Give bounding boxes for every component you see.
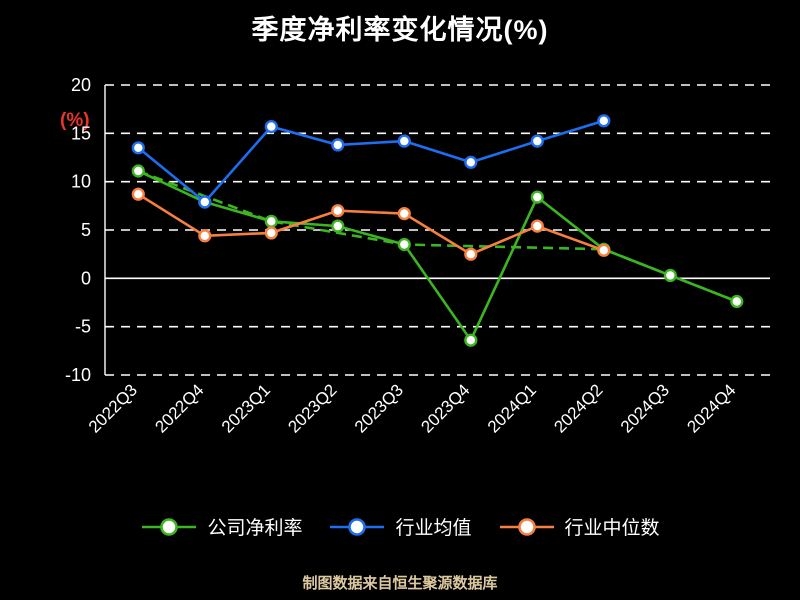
- y-tick-label: 5: [81, 220, 91, 240]
- data-point: [264, 214, 278, 228]
- data-point: [663, 268, 677, 283]
- x-tick-label: 2023Q1: [218, 380, 274, 436]
- x-tick-label: 2024Q2: [550, 380, 606, 436]
- data-point: [331, 204, 345, 218]
- data-point: [530, 219, 544, 233]
- data-point: [597, 114, 611, 128]
- legend-marker-industry-median: [498, 516, 556, 538]
- data-point: [464, 155, 478, 169]
- y-tick-label: -10: [65, 365, 91, 385]
- legend-label-industry-median: 行业中位数: [564, 518, 660, 539]
- legend-marker-industry-average: [328, 516, 386, 538]
- data-point: [597, 243, 611, 257]
- legend-item-industry-median[interactable]: 行业中位数: [498, 513, 660, 540]
- data-point: [530, 190, 544, 204]
- chart-legend: 公司净利率 行业均值 行业中位数: [0, 513, 800, 540]
- x-tick-label: 2024Q3: [617, 380, 673, 436]
- series-layer: [131, 114, 744, 347]
- x-tick-label: 2023Q4: [417, 380, 473, 436]
- data-point: [530, 134, 544, 148]
- data-point: [464, 247, 478, 261]
- legend-item-industry-average[interactable]: 行业均值: [328, 513, 472, 540]
- y-tick-label: 20: [71, 75, 91, 95]
- x-tick-label: 2022Q3: [85, 380, 141, 436]
- y-tick-label: 0: [81, 268, 91, 288]
- page-title: 季度净利率变化情况(%): [251, 15, 549, 45]
- x-tick-label: 2023Q3: [351, 380, 407, 436]
- x-tick-label: 2023Q2: [284, 380, 340, 436]
- data-point: [331, 138, 345, 152]
- y-axis-label: (%): [60, 110, 90, 131]
- series-line: [137, 193, 605, 256]
- series-line: [137, 119, 605, 204]
- data-point: [464, 333, 478, 347]
- y-tick-label: 10: [71, 172, 91, 192]
- data-point: [264, 119, 278, 134]
- data-point: [264, 226, 278, 240]
- data-point: [397, 134, 411, 148]
- x-tick-labels: 2022Q3 2022Q4 2023Q1 2023Q2 2023Q3 2023Q4 2024…: [85, 380, 740, 436]
- legend-marker-company: [140, 516, 198, 538]
- data-point: [131, 164, 145, 178]
- data-point: [131, 141, 145, 155]
- data-point: [397, 207, 411, 221]
- x-tick-label: 2024Q4: [683, 380, 739, 436]
- gridlines: [105, 84, 770, 376]
- y-tick-labels: -10 -5 0 5 10 15 20: [65, 75, 91, 385]
- data-point: [331, 219, 345, 233]
- data-point: [198, 195, 212, 209]
- series-line: [137, 169, 738, 343]
- data-point: [397, 237, 411, 252]
- data-point: [131, 187, 145, 201]
- footer-note: 制图数据来自恒生聚源数据库: [302, 575, 498, 592]
- data-point: [730, 294, 744, 309]
- x-tick-label: 2024Q1: [484, 380, 540, 436]
- x-tick-label: 2022Q4: [151, 380, 207, 436]
- legend-label-company: 公司净利率: [207, 518, 303, 539]
- data-point: [198, 229, 212, 243]
- series-line: [137, 169, 738, 303]
- y-tick-label: -5: [75, 317, 91, 337]
- y-tick-label: 15: [71, 123, 91, 143]
- legend-item-company[interactable]: 公司净利率: [140, 513, 302, 540]
- legend-label-industry-average: 行业均值: [395, 518, 472, 539]
